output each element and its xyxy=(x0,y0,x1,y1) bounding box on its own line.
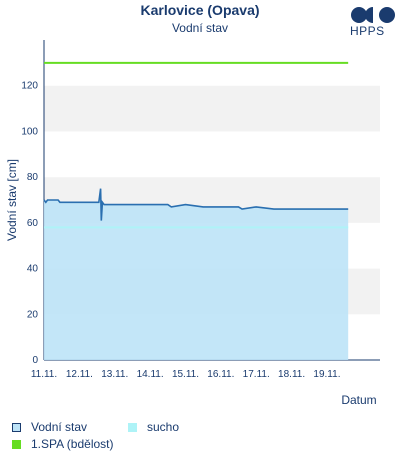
legend-item-spa1: 1.SPA (bdělost) xyxy=(12,437,114,451)
legend-item-vodni-stav: Vodní stav xyxy=(12,420,87,434)
x-tick-labels: 11.11. 12.11. 13.11. 14.11. 15.11. 16.11. 17.1… xyxy=(31,369,341,380)
y-tick-label: 20 xyxy=(27,309,39,320)
legend-label-spa1: 1.SPA (bdělost) xyxy=(31,437,114,451)
legend-label-sucho: sucho xyxy=(147,420,180,434)
y-tick-labels: 0 20 40 60 80 100 120 xyxy=(21,81,38,366)
logo-circle-right xyxy=(379,7,395,23)
y-tick-label: 120 xyxy=(21,81,38,92)
y-tick-label: 80 xyxy=(27,172,39,183)
chart-title: Karlovice (Opava) xyxy=(140,2,260,18)
y-tick-label: 40 xyxy=(27,264,39,275)
x-tick-label: 15.11. xyxy=(172,369,199,380)
x-tick-label: 16.11. xyxy=(207,369,234,380)
logo-half-circle xyxy=(365,7,373,23)
grid-band xyxy=(44,85,380,132)
x-axis-label: Datum xyxy=(341,393,376,407)
series-vodni-stav-area xyxy=(44,188,349,360)
x-tick-label: 11.11. xyxy=(31,369,57,380)
y-tick-label: 0 xyxy=(32,355,38,366)
x-tick-label: 18.11. xyxy=(278,369,305,380)
logo-circle-left xyxy=(351,7,367,23)
hpps-logo xyxy=(351,7,395,23)
x-tick-label: 14.11. xyxy=(137,369,164,380)
legend-swatch-vodni-stav xyxy=(12,422,21,432)
y-tick-label: 60 xyxy=(27,218,39,229)
x-tick-label: 12.11. xyxy=(66,369,93,380)
x-tick-label: 17.11. xyxy=(243,369,270,380)
logo-text: HPPS xyxy=(350,24,385,38)
y-tick-label: 100 xyxy=(21,126,38,137)
legend-label-vodni-stav: Vodní stav xyxy=(31,420,88,434)
x-tick-label: 19.11. xyxy=(313,369,340,380)
y-axis-label: Vodní stav [cm] xyxy=(5,159,19,241)
legend-item-sucho: sucho xyxy=(128,420,179,434)
legend-swatch-spa1 xyxy=(12,439,21,449)
grid-band xyxy=(44,131,380,178)
chart-subtitle: Vodní stav xyxy=(171,21,229,35)
legend-swatch-sucho xyxy=(128,422,137,432)
series-vodni-stav-line xyxy=(43,188,349,221)
x-tick-label: 13.11. xyxy=(101,369,128,380)
